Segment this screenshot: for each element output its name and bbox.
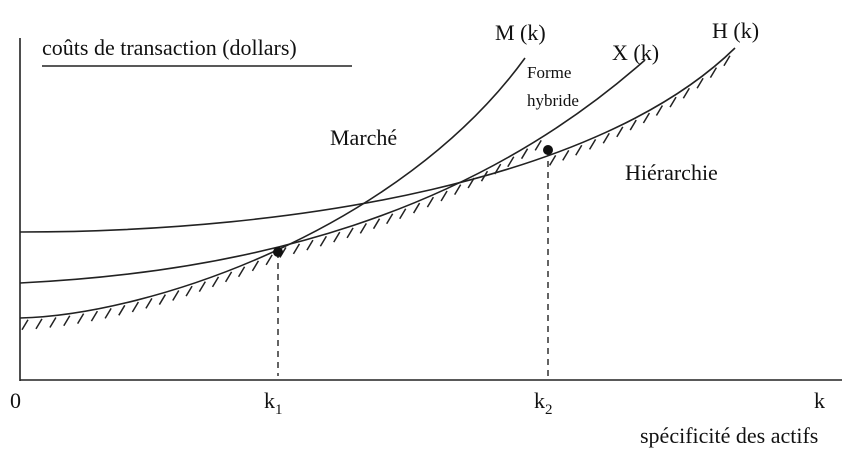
hatch-mark	[562, 150, 570, 161]
hatch-mark	[198, 281, 206, 293]
y-axis-label: coûts de transaction (dollars)	[42, 35, 297, 60]
region-hybrid: Forme	[527, 63, 571, 82]
hatch-mark	[549, 154, 557, 166]
hatch-mark	[346, 227, 354, 239]
hatch-mark	[616, 126, 624, 138]
hatch-mark	[265, 254, 273, 266]
hatch-mark	[629, 119, 637, 131]
hatch-mark	[534, 139, 542, 151]
hatch-mark	[211, 276, 220, 288]
hatch-mark	[104, 308, 112, 319]
k1-point	[273, 247, 283, 257]
hatch-mark	[399, 208, 407, 220]
curve-x-label: X (k)	[612, 40, 659, 65]
hatch-mark	[696, 77, 704, 89]
hatch-mark	[251, 260, 260, 272]
hatch-mark	[145, 298, 153, 309]
hatch-mark	[575, 144, 583, 156]
hatch-mark	[185, 285, 193, 297]
hatch-mark	[507, 156, 515, 168]
hatch-mark	[372, 218, 381, 230]
k2-point	[543, 145, 553, 155]
hatch-mark	[49, 317, 57, 328]
k2-label: k2	[534, 388, 553, 418]
hatch-mark	[158, 294, 167, 305]
hatch-mark	[237, 266, 246, 278]
hatch-mark	[494, 163, 502, 175]
hatch-mark	[333, 231, 341, 243]
region-hierarchy: Hiérarchie	[625, 160, 718, 185]
hatch-mark	[90, 310, 99, 322]
hatch-mark	[709, 67, 718, 79]
curve-h	[19, 47, 736, 233]
hatch-mark	[655, 105, 664, 116]
hatch-mark	[63, 315, 71, 327]
k1-label: k1	[264, 388, 283, 418]
curve-x	[19, 59, 646, 284]
origin-label: 0	[10, 388, 21, 413]
hatch-mark	[426, 196, 435, 208]
hatch-mark	[454, 184, 462, 196]
hatch-mark	[412, 202, 421, 214]
hatch-mark	[131, 301, 140, 313]
hatch-mark	[723, 55, 731, 67]
hatch-mark	[480, 170, 489, 182]
hatch-mark	[21, 319, 29, 331]
hatching	[21, 55, 731, 331]
hatch-mark	[588, 138, 597, 150]
hatch-mark	[224, 271, 233, 283]
hatch-mark	[440, 190, 448, 202]
hatch-mark	[642, 112, 651, 124]
region-market: Marché	[330, 125, 397, 150]
curve-m-label: M (k)	[495, 20, 546, 45]
x-axis-label: spécificité des actifs	[640, 423, 818, 448]
hatch-mark	[386, 213, 394, 225]
hatch-mark	[520, 148, 529, 160]
hatch-mark	[682, 87, 690, 99]
region-hybrid: hybride	[527, 91, 579, 110]
hatch-mark	[319, 235, 328, 247]
hatch-mark	[669, 96, 677, 108]
hatch-mark	[118, 304, 126, 316]
hatch-mark	[172, 290, 180, 301]
x-end-label: k	[814, 388, 825, 413]
hatch-mark	[292, 243, 301, 255]
hatch-mark	[602, 132, 610, 144]
hatch-mark	[35, 318, 43, 330]
hatch-mark	[467, 177, 475, 189]
curve-h-label: H (k)	[712, 18, 759, 43]
hatch-mark	[306, 239, 314, 251]
hatch-mark	[76, 313, 85, 325]
hatch-mark	[359, 222, 367, 234]
